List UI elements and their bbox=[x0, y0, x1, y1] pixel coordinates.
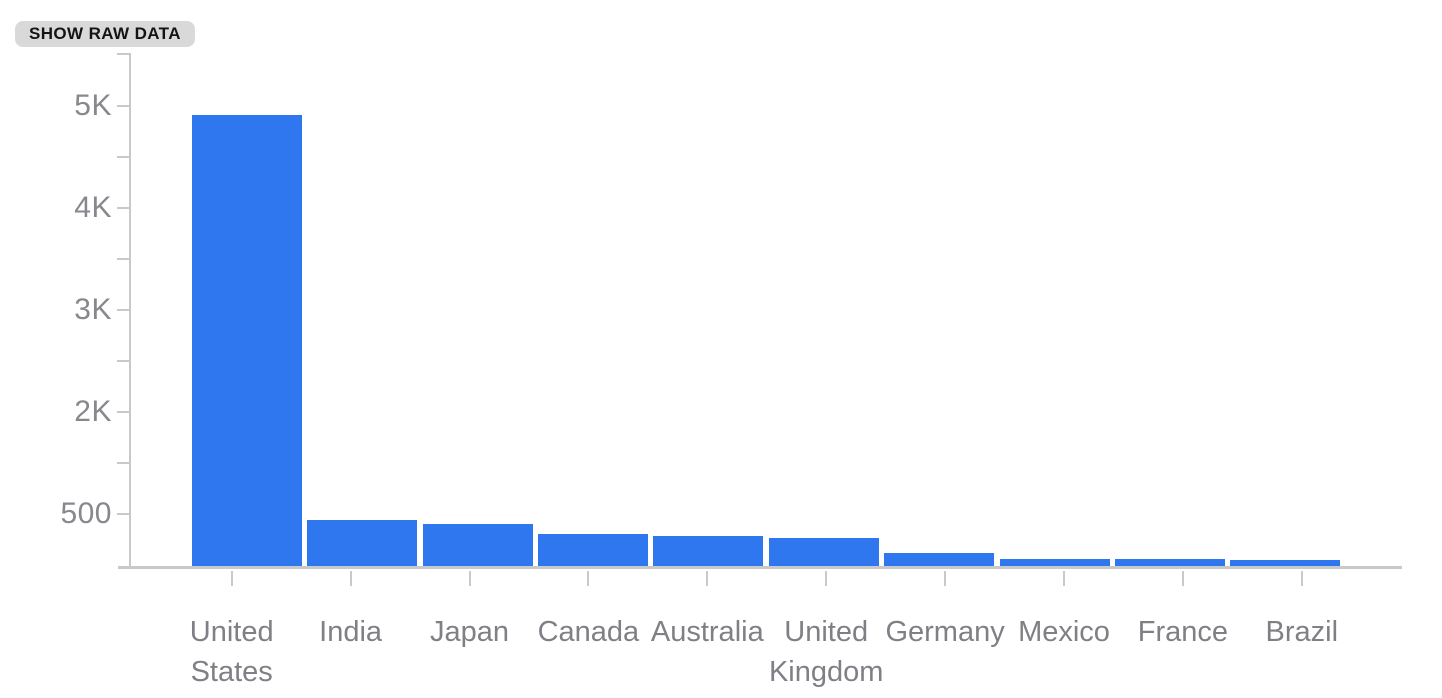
y-axis-tick bbox=[117, 309, 129, 311]
x-axis-tick bbox=[825, 571, 828, 586]
x-axis-label-line: United bbox=[784, 616, 869, 648]
y-axis-line bbox=[129, 53, 131, 569]
x-axis-line bbox=[118, 566, 1402, 569]
x-axis-label-line: India bbox=[319, 616, 383, 648]
x-axis-label-india: India bbox=[251, 612, 451, 652]
x-axis-label-france: France bbox=[1083, 612, 1283, 652]
x-axis-tick bbox=[944, 571, 947, 586]
y-axis-tick bbox=[117, 513, 129, 515]
x-axis-label-brazil: Brazil bbox=[1202, 612, 1402, 652]
y-axis-tick-label: 5K bbox=[74, 89, 112, 122]
x-axis-label-line: Mexico bbox=[1018, 616, 1110, 648]
x-axis-label-germany: Germany bbox=[845, 612, 1045, 652]
y-axis-minor-tick bbox=[117, 156, 129, 158]
y-axis-tick-label: 3K bbox=[74, 293, 112, 326]
x-axis-label-line: Brazil bbox=[1265, 616, 1339, 648]
bar-united-states[interactable] bbox=[191, 115, 302, 566]
x-axis-label-united-kingdom: United Kingdom bbox=[726, 612, 926, 692]
y-axis-tick bbox=[117, 207, 129, 209]
x-axis-label-japan: Japan bbox=[370, 612, 570, 652]
show-raw-data-button[interactable]: SHOW RAW DATA bbox=[15, 21, 195, 47]
x-axis-label-line: United bbox=[189, 616, 274, 648]
x-axis-label-australia: Australia bbox=[607, 612, 807, 652]
x-axis-label-line: Australia bbox=[650, 616, 764, 648]
x-axis-tick bbox=[587, 571, 590, 586]
x-axis-tick bbox=[230, 571, 233, 586]
bar-australia[interactable] bbox=[653, 535, 764, 566]
x-axis-label-line: Germany bbox=[885, 616, 1005, 648]
bar-united-kingdom[interactable] bbox=[768, 538, 879, 566]
x-axis-label-line: States bbox=[190, 656, 273, 688]
y-axis-tick-label: 4K bbox=[74, 191, 112, 224]
y-axis-minor-tick bbox=[117, 258, 129, 260]
x-axis-label-line: Canada bbox=[537, 616, 640, 648]
bar-japan[interactable] bbox=[422, 524, 533, 566]
x-axis-tick bbox=[468, 571, 471, 586]
x-axis-tick bbox=[1300, 571, 1303, 586]
y-axis-tick bbox=[117, 105, 129, 107]
x-axis-label-canada: Canada bbox=[488, 612, 688, 652]
bar-mexico[interactable] bbox=[999, 558, 1110, 566]
x-axis-tick bbox=[706, 571, 709, 586]
bar-germany[interactable] bbox=[884, 552, 995, 566]
x-axis-label-mexico: Mexico bbox=[964, 612, 1164, 652]
x-axis-tick bbox=[349, 571, 352, 586]
x-axis-label-line: Japan bbox=[429, 616, 509, 648]
x-axis-tick bbox=[1181, 571, 1184, 586]
bar-france[interactable] bbox=[1114, 559, 1225, 566]
y-axis-tick bbox=[117, 411, 129, 413]
x-axis-tick bbox=[1063, 571, 1065, 586]
y-axis-tick-label: 2K bbox=[74, 395, 112, 428]
y-axis-top-tick bbox=[117, 53, 129, 55]
x-axis-label-line: Kingdom bbox=[768, 656, 884, 688]
bar-canada[interactable] bbox=[537, 533, 648, 566]
bar-brazil[interactable] bbox=[1230, 559, 1341, 566]
y-axis-minor-tick bbox=[117, 462, 129, 464]
y-axis-minor-tick bbox=[117, 360, 129, 362]
x-axis-label-united-states: United States bbox=[132, 612, 332, 692]
bar-india[interactable] bbox=[307, 520, 418, 566]
x-axis-label-line: France bbox=[1137, 616, 1229, 648]
y-axis-tick-label: 500 bbox=[60, 497, 112, 530]
